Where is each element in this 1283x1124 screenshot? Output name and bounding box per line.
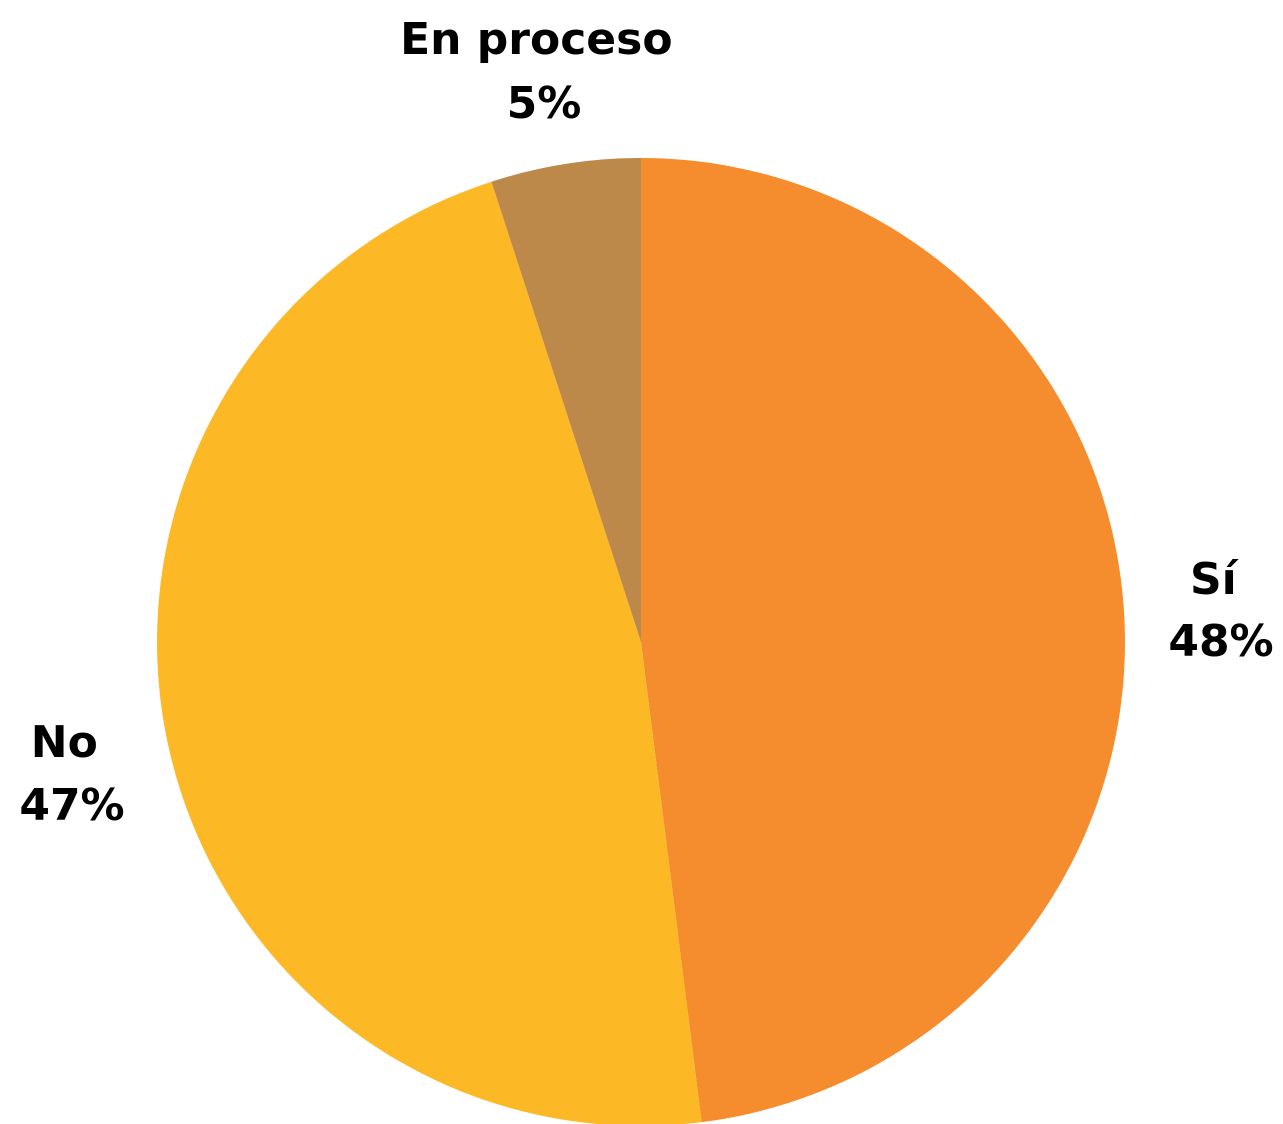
slice-label-no: No 47%	[19, 717, 124, 831]
slice-category-label: En proceso	[400, 14, 672, 65]
pie-slices	[157, 158, 1125, 1124]
slice-category-label: Sí	[1190, 554, 1240, 605]
slice-category-label: No	[31, 717, 98, 768]
pie-slice-si	[641, 158, 1125, 1123]
pie-slice-no	[157, 181, 702, 1124]
pie-slice-en-proceso	[491, 158, 641, 642]
slice-label-si: Sí 48%	[1168, 554, 1273, 667]
slice-label-en-proceso: En proceso 5%	[400, 14, 688, 129]
slice-percent-label: 48%	[1168, 616, 1273, 667]
pie-labels: Sí 48% No 47% En proceso 5%	[19, 14, 1273, 831]
slice-percent-label: 5%	[507, 78, 582, 129]
slice-percent-label: 47%	[19, 780, 124, 831]
